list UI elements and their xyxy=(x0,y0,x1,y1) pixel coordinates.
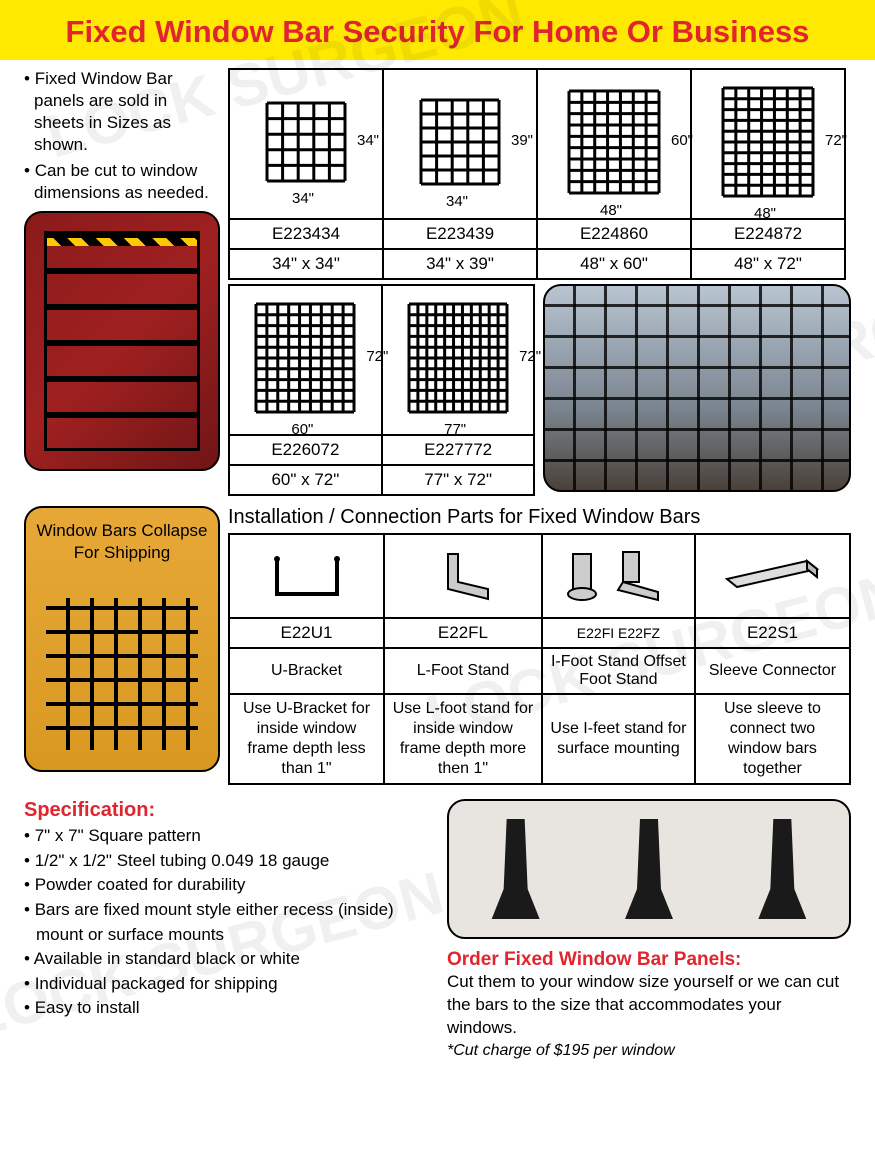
size-dimensions: 77" x 72" xyxy=(382,465,535,495)
sizes-table-row1: 34" 34" 39" 34" 60" 48" 72" 48" E223434E… xyxy=(228,68,846,280)
header-band: Fixed Window Bar Security For Home Or Bu… xyxy=(0,0,875,60)
size-code: E226072 xyxy=(229,435,382,465)
size-dimensions: 48" x 72" xyxy=(691,249,845,279)
part-diagram xyxy=(695,534,850,618)
size-code: E223434 xyxy=(229,219,383,249)
intro-bullet: Can be cut to window dimensions as neede… xyxy=(24,160,220,204)
part-diagram xyxy=(384,534,542,618)
order-title: Order Fixed Window Bar Panels: xyxy=(447,949,851,971)
size-code: E223439 xyxy=(383,219,537,249)
size-grid-diagram: 72" 48" xyxy=(691,69,845,219)
size-code: E224872 xyxy=(691,219,845,249)
parts-table: E22U1E22FLE22FI E22FZE22S1 U-BracketL-Fo… xyxy=(228,533,851,785)
part-name: I-Foot Stand Offset Foot Stand xyxy=(542,648,695,694)
page-title: Fixed Window Bar Security For Home Or Bu… xyxy=(0,14,875,50)
size-grid-diagram: 39" 34" xyxy=(383,69,537,219)
spec-title: Specification: xyxy=(24,799,429,822)
part-description: Use sleeve to connect two window bars to… xyxy=(695,694,850,784)
parts-title: Installation / Connection Parts for Fixe… xyxy=(228,506,851,529)
size-dimensions: 34" x 34" xyxy=(229,249,383,279)
size-grid-diagram: 72" 60" xyxy=(229,285,382,435)
part-description: Use I-feet stand for surface mounting xyxy=(542,694,695,784)
order-text: Cut them to your window size yourself or… xyxy=(447,971,851,1040)
intro-column: Fixed Window Bar panels are sold in shee… xyxy=(24,68,220,496)
spec-item: 1/2" x 1/2" Steel tubing 0.049 18 gauge xyxy=(24,849,429,874)
part-code: E22FL xyxy=(384,618,542,648)
collapse-label: Window Bars Collapse For Shipping xyxy=(26,520,218,564)
spec-item: Easy to install xyxy=(24,996,429,1021)
part-code: E22U1 xyxy=(229,618,384,648)
spec-item: Powder coated for durability xyxy=(24,873,429,898)
size-grid-diagram: 72" 77" xyxy=(382,285,535,435)
spec-list: 7" x 7" Square pattern1/2" x 1/2" Steel … xyxy=(24,824,429,1021)
part-name: L-Foot Stand xyxy=(384,648,542,694)
size-grid-diagram: 60" 48" xyxy=(537,69,691,219)
size-grid-diagram: 34" 34" xyxy=(229,69,383,219)
part-name: Sleeve Connector xyxy=(695,648,850,694)
part-name: U-Bracket xyxy=(229,648,384,694)
spec-item: 7" x 7" Square pattern xyxy=(24,824,429,849)
part-diagram xyxy=(542,534,695,618)
size-dimensions: 48" x 60" xyxy=(537,249,691,279)
photo-cafe-bars xyxy=(543,284,851,492)
size-dimensions: 60" x 72" xyxy=(229,465,382,495)
part-description: Use U-Bracket for inside window frame de… xyxy=(229,694,384,784)
spec-item: Available in standard black or white xyxy=(24,947,429,972)
intro-bullet: Fixed Window Bar panels are sold in shee… xyxy=(24,68,220,156)
part-code: E22FI E22FZ xyxy=(542,618,695,648)
spec-item: Bars are fixed mount style either recess… xyxy=(24,898,429,947)
part-code: E22S1 xyxy=(695,618,850,648)
size-code: E227772 xyxy=(382,435,535,465)
sizes-table-row2: 72" 60" 72" 77" E226072E227772 60" x 72"… xyxy=(228,284,535,496)
order-note: *Cut charge of $195 per window xyxy=(447,1042,851,1060)
photo-brackets xyxy=(447,799,851,939)
part-diagram xyxy=(229,534,384,618)
part-description: Use L-foot stand for inside window frame… xyxy=(384,694,542,784)
photo-door-bars xyxy=(24,211,220,471)
spec-item: Individual packaged for shipping xyxy=(24,972,429,997)
photo-collapse: Window Bars Collapse For Shipping xyxy=(24,506,220,772)
size-code: E224860 xyxy=(537,219,691,249)
size-dimensions: 34" x 39" xyxy=(383,249,537,279)
